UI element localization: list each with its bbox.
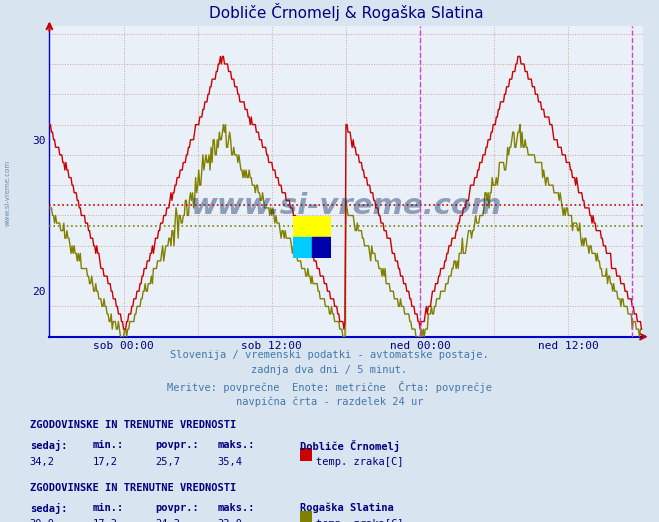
Text: temp. zraka[C]: temp. zraka[C] bbox=[316, 457, 404, 467]
Text: 33,0: 33,0 bbox=[217, 519, 243, 522]
Text: Rogaška Slatina: Rogaška Slatina bbox=[300, 503, 393, 513]
Text: maks.:: maks.: bbox=[217, 440, 255, 450]
Text: Dobliče Črnomelj: Dobliče Črnomelj bbox=[300, 440, 400, 452]
Polygon shape bbox=[293, 237, 312, 258]
Text: temp. zraka[C]: temp. zraka[C] bbox=[316, 519, 404, 522]
Text: Slovenija / vremenski podatki - avtomatske postaje.: Slovenija / vremenski podatki - avtomats… bbox=[170, 350, 489, 360]
Text: 30,0: 30,0 bbox=[30, 519, 55, 522]
Text: maks.:: maks.: bbox=[217, 503, 255, 513]
Text: www.si-vreme.com: www.si-vreme.com bbox=[5, 160, 11, 226]
Text: povpr.:: povpr.: bbox=[155, 440, 198, 450]
Text: min.:: min.: bbox=[92, 440, 123, 450]
Text: 17,2: 17,2 bbox=[92, 457, 117, 467]
Text: 24,3: 24,3 bbox=[155, 519, 180, 522]
Polygon shape bbox=[293, 216, 331, 237]
Text: povpr.:: povpr.: bbox=[155, 503, 198, 513]
Polygon shape bbox=[312, 237, 331, 258]
Text: min.:: min.: bbox=[92, 503, 123, 513]
Text: 35,4: 35,4 bbox=[217, 457, 243, 467]
Title: Dobliče Črnomelj & Rogaška Slatina: Dobliče Črnomelj & Rogaška Slatina bbox=[209, 3, 483, 21]
Text: sedaj:: sedaj: bbox=[30, 440, 67, 451]
Text: navpična črta - razdelek 24 ur: navpična črta - razdelek 24 ur bbox=[236, 397, 423, 407]
Text: Meritve: povprečne  Enote: metrične  Črta: povprečje: Meritve: povprečne Enote: metrične Črta:… bbox=[167, 381, 492, 393]
Text: 17,3: 17,3 bbox=[92, 519, 117, 522]
Text: www.si-vreme.com: www.si-vreme.com bbox=[190, 192, 501, 220]
Text: ZGODOVINSKE IN TRENUTNE VREDNOSTI: ZGODOVINSKE IN TRENUTNE VREDNOSTI bbox=[30, 420, 236, 430]
Text: zadnja dva dni / 5 minut.: zadnja dva dni / 5 minut. bbox=[251, 365, 408, 375]
Text: sedaj:: sedaj: bbox=[30, 503, 67, 514]
Text: ZGODOVINSKE IN TRENUTNE VREDNOSTI: ZGODOVINSKE IN TRENUTNE VREDNOSTI bbox=[30, 483, 236, 493]
Text: 25,7: 25,7 bbox=[155, 457, 180, 467]
Text: 34,2: 34,2 bbox=[30, 457, 55, 467]
